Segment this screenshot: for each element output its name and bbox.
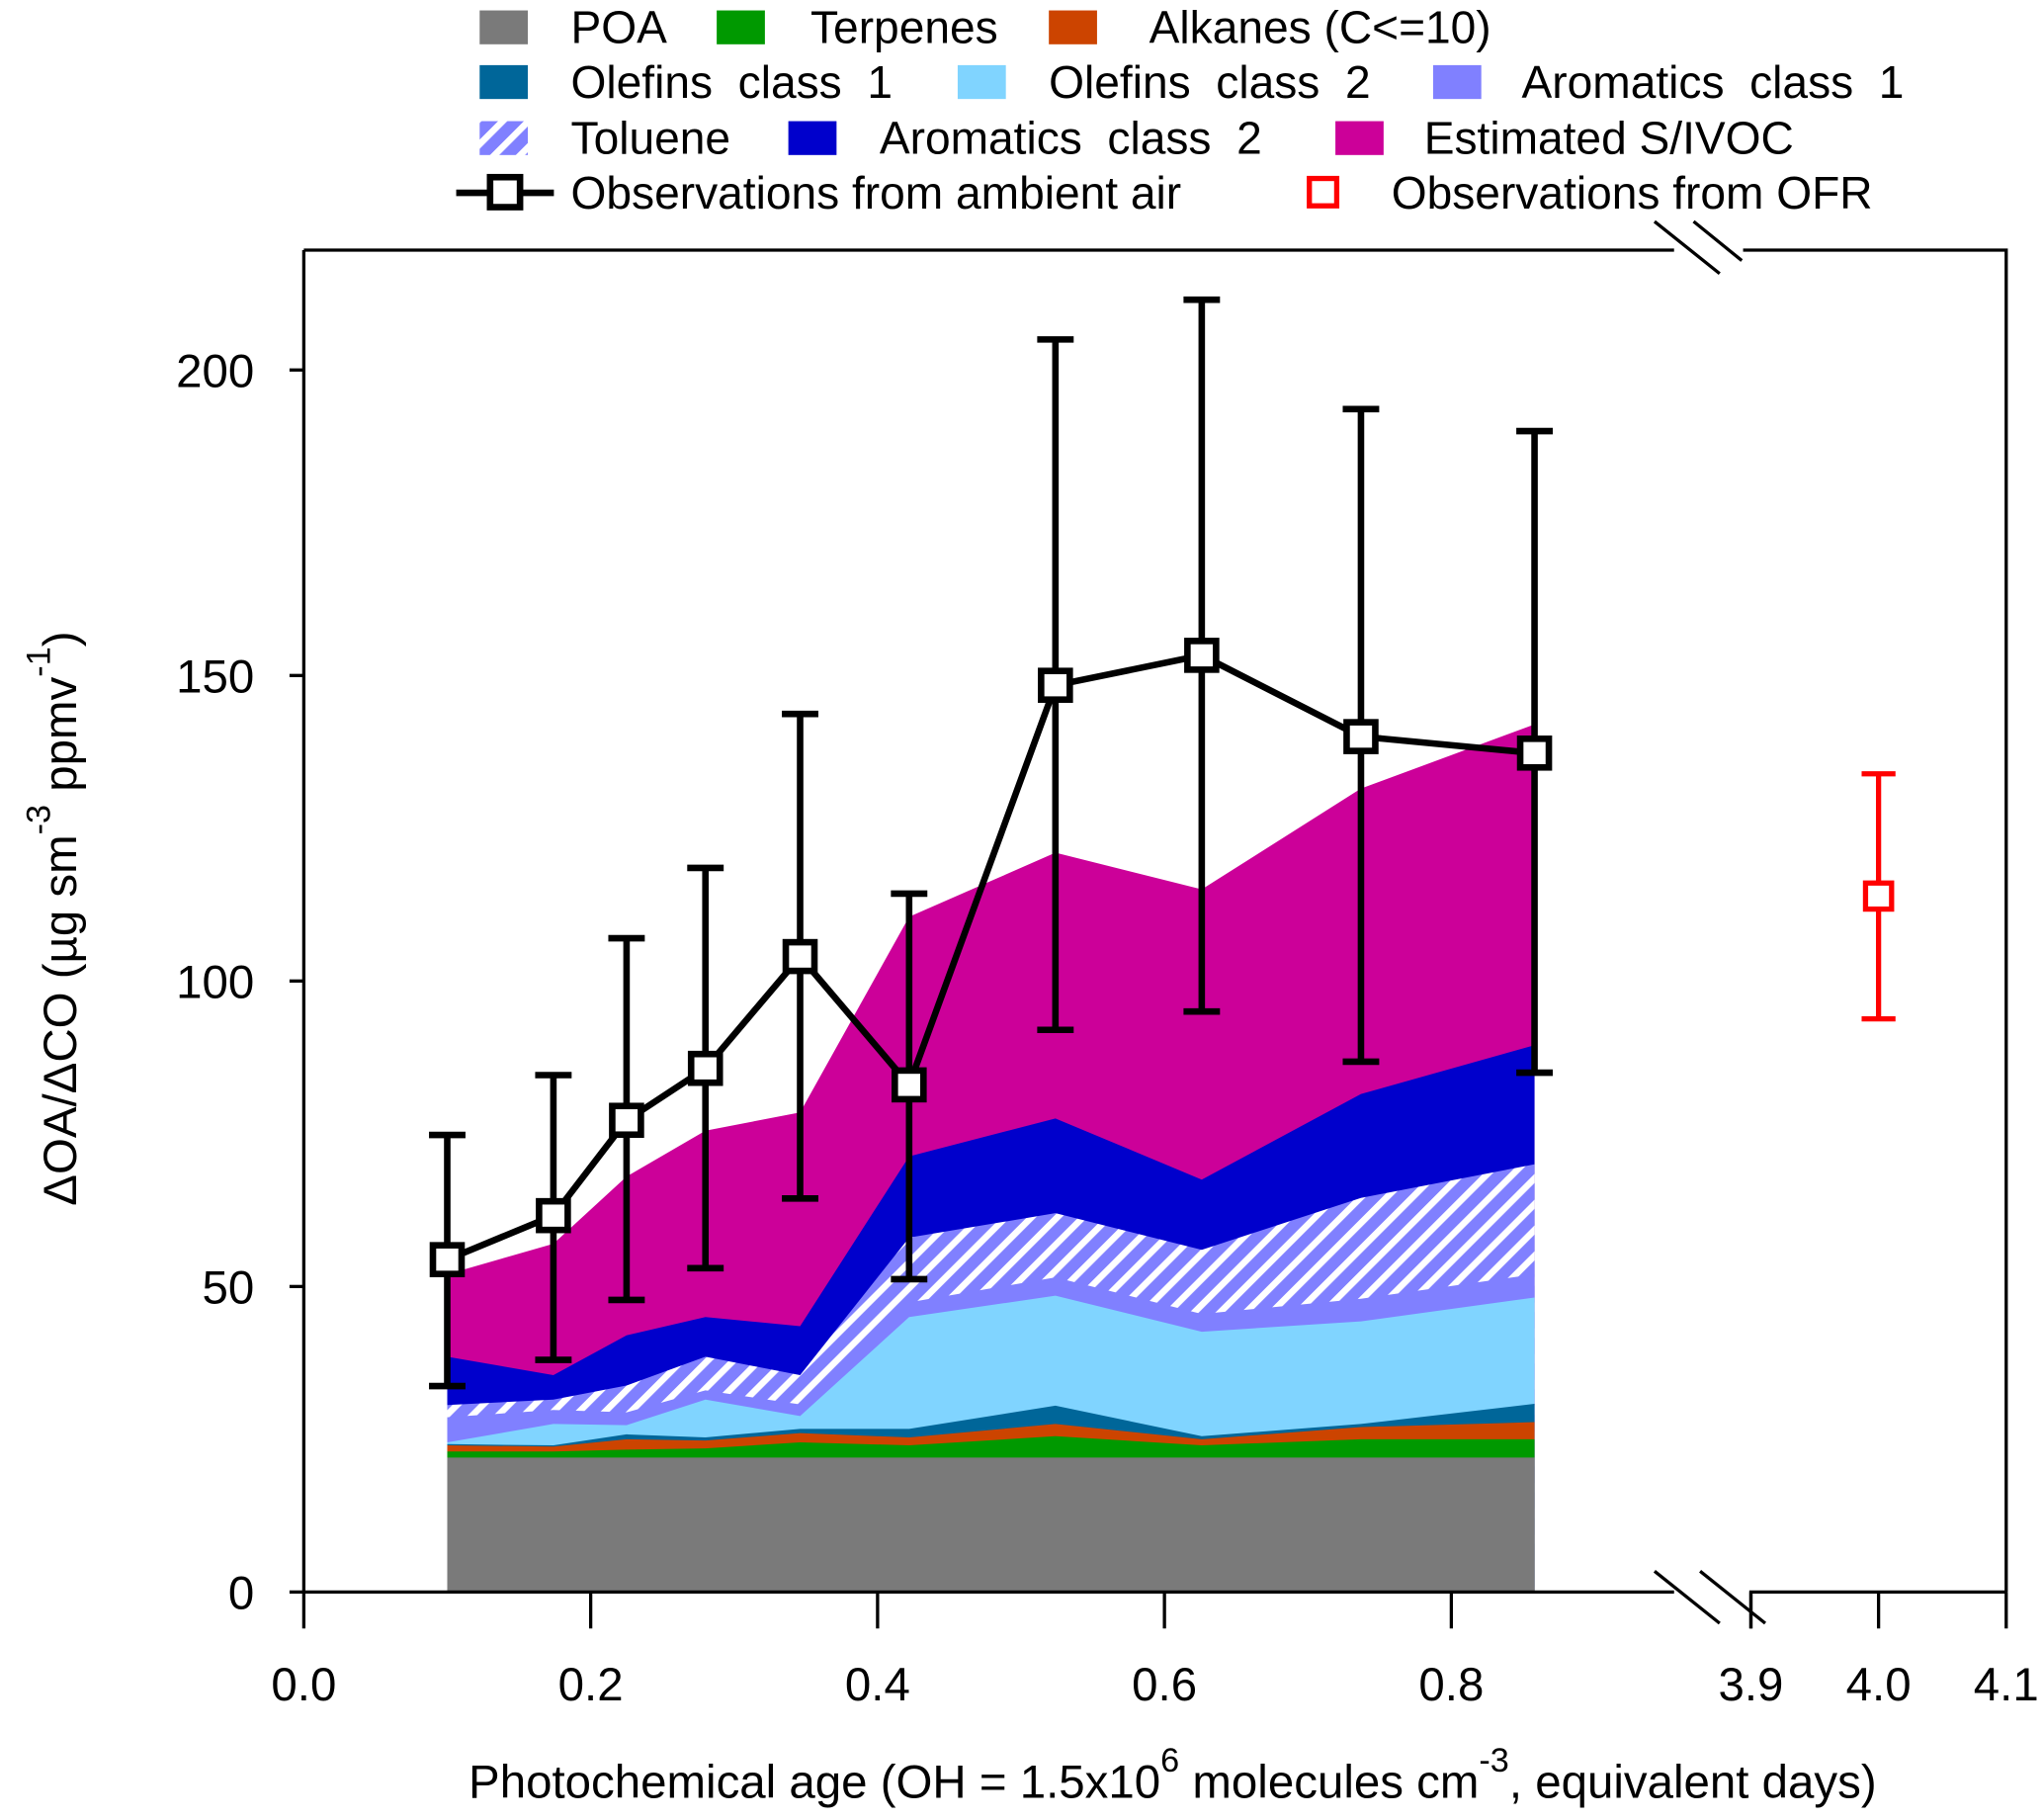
marker-ambient [1038, 667, 1073, 703]
legend-label-olefins1: Olefins class 1 [571, 56, 893, 108]
legend: POA Terpenes Alkanes (C<=10) Olefins cla… [456, 1, 1905, 218]
legend-label-toluene: Toluene [571, 113, 731, 164]
marker-ambient [609, 1102, 644, 1139]
x-axis-title: Photochemical age (OH = 1.5x106 molecule… [468, 1742, 1877, 1808]
ticks: 0 50 100 150 200 0.0 0.2 0.4 0.6 0.8 3.9 4.0 4.1 [176, 345, 2039, 1710]
axis-top-right [1743, 248, 2008, 1593]
legend-swatch-olefins2 [957, 64, 1006, 100]
legend-swatch-sivoc [1335, 121, 1384, 155]
legend-label-terpenes: Terpenes [810, 1, 998, 52]
area-poa [447, 1457, 1535, 1593]
x-tick-label: 4.0 [1846, 1659, 1912, 1711]
legend-swatch-alkanes [1049, 10, 1097, 44]
marker-ambient [536, 1197, 571, 1234]
legend-swatch-aromatics2 [788, 121, 837, 155]
legend-label-sivoc: Estimated S/IVOC [1424, 113, 1794, 164]
legend-swatch-aromatics1 [1432, 64, 1482, 100]
legend-swatch-poa [479, 10, 529, 44]
x-tick-label: 0.8 [1418, 1659, 1484, 1711]
y-tick-label: 150 [176, 650, 254, 703]
legend-label-ambient: Observations from ambient air [571, 167, 1182, 218]
legend-swatch-terpenes [717, 10, 765, 44]
marker-ambient [429, 1242, 466, 1277]
y-tick-label: 100 [176, 956, 254, 1008]
y-axis-title: ΔOA/ΔCO (µg sm-3 ppmv-1) [20, 631, 86, 1205]
axis-break-bottom [1653, 1570, 1767, 1625]
marker-ambient [892, 1067, 927, 1103]
x-tick-label: 0.6 [1132, 1659, 1197, 1711]
marker-ambient [687, 1050, 724, 1086]
marker-ambient [1343, 719, 1379, 754]
legend-marker-ambient [486, 173, 524, 211]
y-tick-label: 0 [228, 1568, 254, 1620]
legend-swatch-olefins1 [479, 64, 529, 100]
x-tick-label: 4.1 [1974, 1659, 2039, 1711]
marker-ofr [1862, 880, 1895, 912]
y-tick-label: 50 [203, 1261, 255, 1314]
axis-break-top [1653, 219, 1744, 276]
x-tick-label: 0.4 [845, 1659, 910, 1711]
observations [429, 296, 1896, 1390]
x-tick-label: 3.9 [1719, 1659, 1784, 1711]
legend-label-alkanes: Alkanes (C<=10) [1149, 1, 1491, 52]
marker-ambient [1516, 735, 1553, 771]
legend-label-aromatics1: Aromatics class 1 [1522, 56, 1905, 108]
marker-ambient [782, 938, 818, 975]
legend-label-aromatics2: Aromatics class 2 [880, 113, 1262, 164]
legend-label-ofr: Observations from OFR [1392, 167, 1873, 218]
x-tick-label: 0.0 [271, 1659, 336, 1711]
legend-swatch-toluene [479, 121, 529, 155]
stacked-areas [447, 724, 1535, 1593]
y-tick-label: 200 [176, 345, 254, 397]
legend-label-poa: POA [571, 1, 668, 52]
legend-marker-ofr [1307, 175, 1340, 209]
x-tick-label: 0.2 [558, 1659, 624, 1711]
legend-label-olefins2: Olefins class 2 [1049, 56, 1370, 108]
line-ambient [446, 651, 1535, 1263]
marker-ambient [1184, 638, 1220, 673]
